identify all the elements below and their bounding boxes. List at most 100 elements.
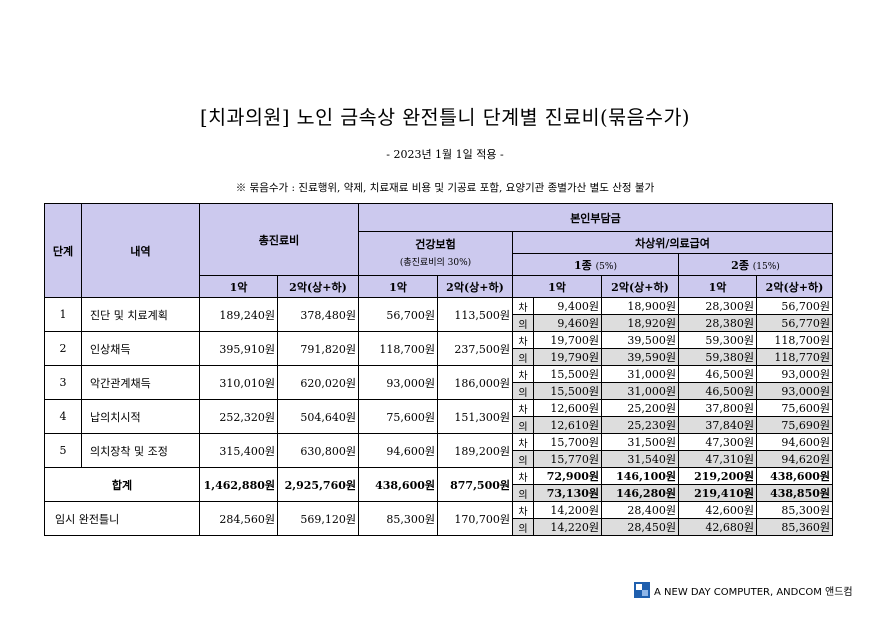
cha-class2-2: 118,700원 [756,331,833,349]
temp-label: 임시 완전틀니 [44,501,200,536]
header-class1-1: 1악 [512,275,602,298]
class1-label: 1종 [574,258,592,272]
header-copay: 본인부담금 [358,203,833,232]
cha-label: 차 [512,467,534,485]
stage-cell: 1 [44,297,82,332]
ui-label: 의 [512,484,534,502]
header-health-2: 2악(상+하) [437,275,513,298]
ui-class1-2: 25,230원 [601,416,679,434]
stage-cell: 3 [44,365,82,400]
health-2-cell: 170,700원 [437,501,513,536]
total-2-cell: 791,820원 [277,331,359,366]
cha-class1-2: 28,400원 [601,501,679,519]
cha-class2-2: 85,300원 [756,501,833,519]
header-stage: 단계 [44,203,82,298]
detail-cell: 의치장착 및 조정 [81,433,200,468]
ui-class2-2: 85,360원 [756,518,833,536]
total-1-cell: 252,320원 [199,399,278,434]
total-2-cell: 569,120원 [277,501,359,536]
cha-label: 차 [512,331,534,349]
stage-cell: 4 [44,399,82,434]
cha-class1-1: 12,600원 [533,399,602,417]
ui-class1-1: 19,790원 [533,348,602,366]
cha-label: 차 [512,501,534,519]
total-1-cell: 1,462,880원 [199,467,278,502]
detail-cell: 인상채득 [81,331,200,366]
cha-class1-2: 39,500원 [601,331,679,349]
health-1-cell: 93,000원 [358,365,438,400]
health-1-cell: 438,600원 [358,467,438,502]
health-2-cell: 877,500원 [437,467,513,502]
class2-label: 2종 [731,258,749,272]
cha-class2-2: 56,700원 [756,297,833,315]
health-1-cell: 118,700원 [358,331,438,366]
ui-class2-2: 56,770원 [756,314,833,332]
cha-class2-1: 37,800원 [678,399,757,417]
cha-class2-2: 438,600원 [756,467,833,485]
cha-class2-1: 28,300원 [678,297,757,315]
cha-label: 차 [512,433,534,451]
ui-class1-1: 12,610원 [533,416,602,434]
cha-class1-1: 19,700원 [533,331,602,349]
header-total-2: 2악(상+하) [277,275,359,298]
ui-class2-2: 94,620원 [756,450,833,468]
detail-cell: 악간관계채득 [81,365,200,400]
health-insurance-note: (총진료비의 30%) [399,257,472,268]
ui-class1-1: 73,130원 [533,484,602,502]
header-class1: 1종 (5%) [512,253,679,276]
header-total-fee: 총진료비 [199,203,359,276]
header-total-1: 1악 [199,275,278,298]
ui-class2-1: 37,840원 [678,416,757,434]
detail-cell: 진단 및 치료계획 [81,297,200,332]
header-health-insurance: 건강보험 (총진료비의 30%) [358,231,513,276]
temp-row: 임시 완전틀니 284,560원 569,120원 85,300원 170,70… [44,501,833,536]
ui-label: 의 [512,416,534,434]
ui-class1-2: 39,590원 [601,348,679,366]
cha-class1-1: 9,400원 [533,297,602,315]
cha-class1-1: 14,200원 [533,501,602,519]
total-2-cell: 504,640원 [277,399,359,434]
cha-class1-2: 18,900원 [601,297,679,315]
cha-label: 차 [512,365,534,383]
ui-class2-2: 118,770원 [756,348,833,366]
cha-class2-1: 46,500원 [678,365,757,383]
ui-class2-1: 219,410원 [678,484,757,502]
health-1-cell: 56,700원 [358,297,438,332]
class2-rate: (15%) [752,261,780,272]
cha-class2-1: 59,300원 [678,331,757,349]
ui-label: 의 [512,450,534,468]
total-2-cell: 2,925,760원 [277,467,359,502]
total-1-cell: 284,560원 [199,501,278,536]
health-2-cell: 189,200원 [437,433,513,468]
ui-class1-2: 31,540원 [601,450,679,468]
ui-class2-1: 47,310원 [678,450,757,468]
ui-class2-1: 42,680원 [678,518,757,536]
header-health-1: 1악 [358,275,438,298]
cha-class1-2: 31,500원 [601,433,679,451]
ui-class1-2: 28,450원 [601,518,679,536]
header-class2: 2종 (15%) [678,253,833,276]
detail-cell: 납의치시적 [81,399,200,434]
health-2-cell: 113,500원 [437,297,513,332]
header-class1-2: 2악(상+하) [601,275,679,298]
cha-class1-2: 25,200원 [601,399,679,417]
cha-class2-1: 219,200원 [678,467,757,485]
table-row: 2 인상채득 395,910원 791,820원 118,700원 237,50… [44,331,833,366]
cha-class2-2: 93,000원 [756,365,833,383]
cha-class1-1: 72,900원 [533,467,602,485]
header-class2-1: 1악 [678,275,757,298]
health-2-cell: 151,300원 [437,399,513,434]
stage-cell: 2 [44,331,82,366]
cha-label: 차 [512,399,534,417]
cha-class2-2: 75,600원 [756,399,833,417]
header-class2-2: 2악(상+하) [756,275,833,298]
ui-class1-1: 15,500원 [533,382,602,400]
class1-rate: (5%) [595,261,617,272]
health-insurance-label: 건강보험 [415,237,456,251]
health-1-cell: 85,300원 [358,501,438,536]
table-row: 4 납의치시적 252,320원 504,640원 75,600원 151,30… [44,399,833,434]
total-1-cell: 310,010원 [199,365,278,400]
cha-class2-1: 47,300원 [678,433,757,451]
table-row: 1 진단 및 치료계획 189,240원 378,480원 56,700원 11… [44,297,833,332]
table-row: 3 악간관계채득 310,010원 620,020원 93,000원 186,0… [44,365,833,400]
